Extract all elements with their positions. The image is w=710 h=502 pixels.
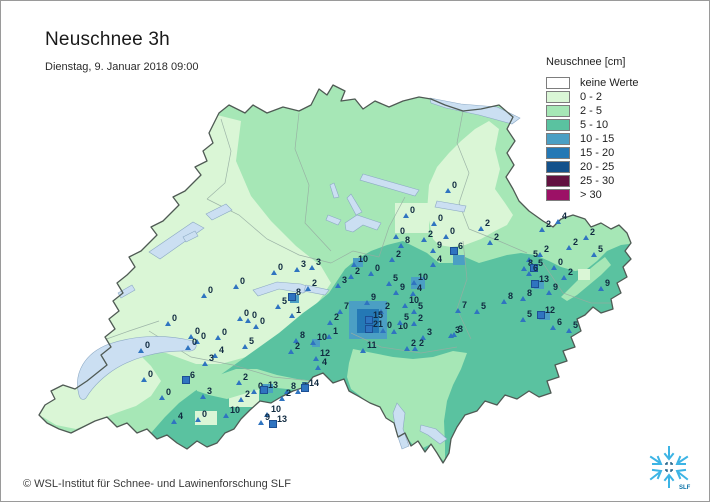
- legend-label: keine Werte: [580, 76, 639, 89]
- legend-swatch: [546, 76, 570, 89]
- legend-swatch: [546, 104, 570, 117]
- legend-entry: 25 - 30: [546, 174, 676, 187]
- region-0-2-valais-patch2: [195, 411, 217, 425]
- lake-neuchatel: [148, 221, 205, 260]
- region-0-2-patch: [395, 203, 429, 233]
- lake-lugano: [419, 424, 448, 445]
- legend-label: 15 - 20: [580, 146, 615, 159]
- lake-lucerne: [344, 214, 382, 233]
- legend-entry: 20 - 25: [546, 160, 676, 173]
- legend-swatch: [546, 118, 570, 131]
- legend-label: > 30: [580, 188, 602, 201]
- legend-entry: 5 - 10: [546, 118, 676, 131]
- lakes: [77, 97, 521, 450]
- region-0-2-engadin-patch: [578, 269, 590, 280]
- legend-swatch: [546, 160, 570, 173]
- copyright-text: © WSL-Institut für Schnee- und Lawinenfo…: [23, 478, 291, 490]
- lake-hallwil: [329, 182, 340, 199]
- legend-swatch: [546, 146, 570, 159]
- slf-logo: SLF: [649, 446, 691, 491]
- legend-entry: keine Werte: [546, 76, 676, 89]
- legend-label: 25 - 30: [580, 174, 615, 187]
- lake-zurich: [359, 173, 420, 197]
- legend-label: 2 - 5: [580, 104, 603, 117]
- lake-walen: [434, 200, 467, 213]
- legend-swatch: [546, 90, 570, 103]
- legend-label: 10 - 15: [580, 132, 615, 145]
- region-0-2-central: [427, 121, 513, 247]
- legend-label: 5 - 10: [580, 118, 609, 131]
- page-title: Neuschnee 3h: [45, 29, 170, 50]
- lake-joux: [117, 284, 136, 299]
- legend-entry: 2 - 5: [546, 104, 676, 117]
- legend-label: 0 - 2: [580, 90, 603, 103]
- legend-label: 20 - 25: [580, 160, 615, 173]
- legend-entry: > 30: [546, 188, 676, 201]
- legend-swatch: [546, 188, 570, 201]
- lake-constance: [429, 97, 521, 125]
- legend-title: Neuschnee [cm]: [546, 56, 626, 68]
- slf-logo-text: SLF: [679, 485, 691, 491]
- legend-swatch: [546, 132, 570, 145]
- page-subtitle: Dienstag, 9. Januar 2018 09:00: [45, 61, 199, 73]
- legend-entry: 15 - 20: [546, 146, 676, 159]
- lake-zug: [346, 193, 363, 216]
- legend-entry: 0 - 2: [546, 90, 676, 103]
- country-border: [38, 84, 632, 464]
- lake-maggiore: [392, 402, 410, 450]
- lake-biel: [205, 203, 233, 221]
- region-15-20-patch: [357, 309, 379, 333]
- legend-swatch: [546, 174, 570, 187]
- legend-entry: 10 - 15: [546, 132, 676, 145]
- lake-murten: [182, 230, 199, 243]
- lake-sempach: [325, 214, 342, 226]
